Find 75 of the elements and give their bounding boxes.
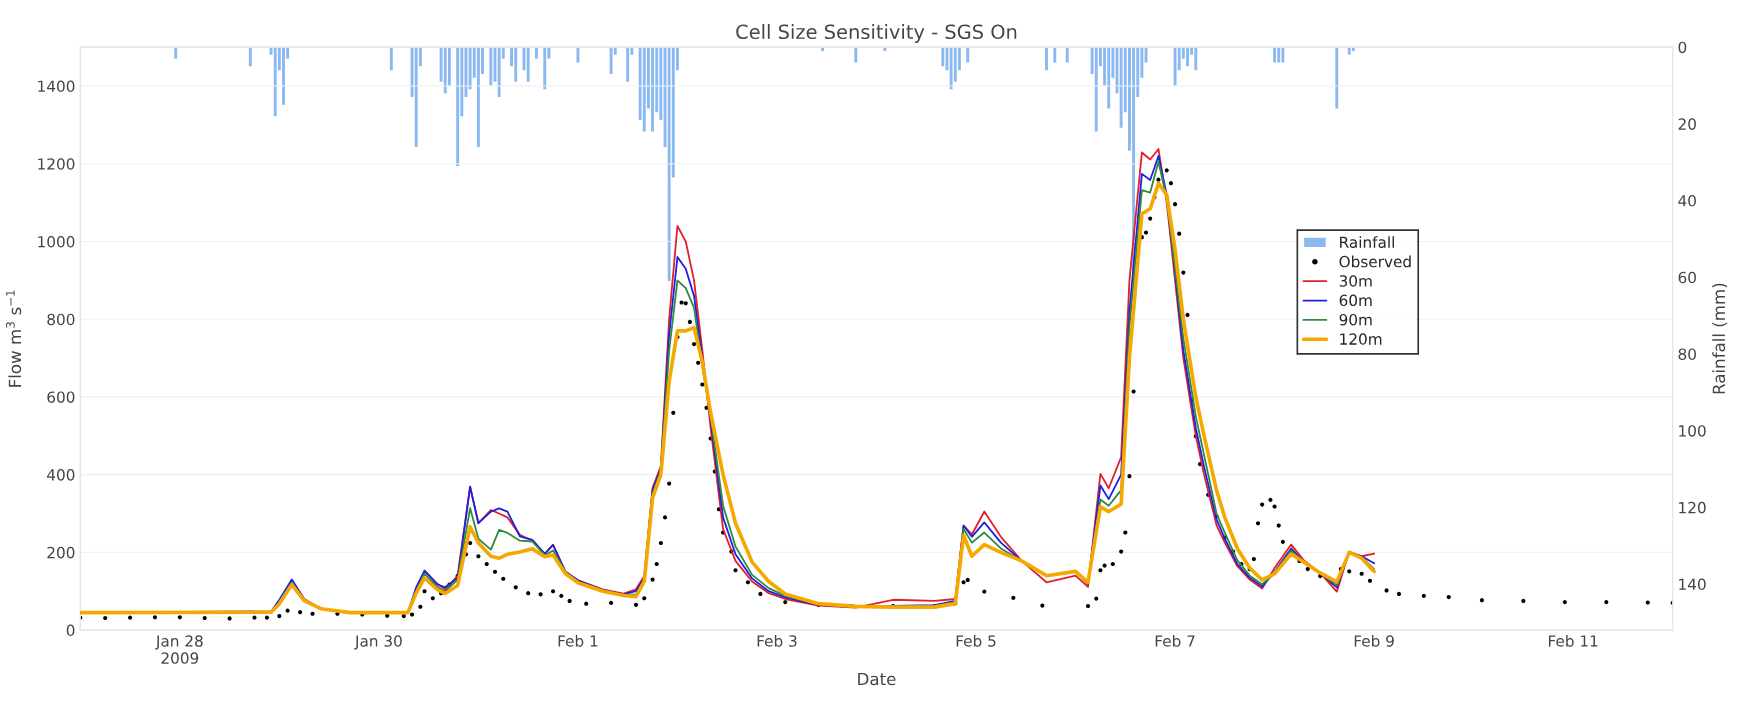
bar [1045, 47, 1048, 71]
bar [576, 47, 580, 63]
bar [1277, 47, 1281, 63]
bar [667, 47, 671, 282]
y-tick-label: 1400 [38, 80, 75, 93]
bar [1053, 47, 1057, 63]
bar [414, 47, 418, 147]
bar [468, 47, 472, 90]
y-tick-label: 400 [47, 469, 75, 481]
bar [966, 47, 970, 63]
x-tick-label: Jan 28 2009 [155, 635, 203, 664]
bar [642, 47, 646, 132]
bar [854, 47, 858, 63]
x-tick-label: Feb 3 [757, 634, 797, 647]
y2-tick-label: 100 [1679, 425, 1706, 437]
bar [1273, 47, 1277, 63]
y-axis-title: Flow m$^{3}$ s$^{−1}$ [5, 290, 22, 387]
bar [1347, 47, 1351, 55]
y-tick-label: 800 [47, 313, 75, 326]
legend-label: 90m [1339, 313, 1372, 326]
bar [651, 47, 655, 132]
bar [543, 47, 547, 90]
y-tick-label: 200 [47, 546, 75, 559]
bar [941, 47, 945, 67]
bar [1194, 47, 1198, 71]
bar [609, 47, 613, 75]
bar [456, 47, 460, 167]
bar [1335, 47, 1339, 109]
chart-title: Cell Size Sensitivity - SGS On [736, 24, 1017, 43]
bar [1065, 47, 1069, 63]
x-tick-label: Feb 9 [1354, 634, 1394, 647]
y2-axis-title: Rainfall (mm) [1712, 283, 1728, 394]
legend-label: Rainfall [1340, 236, 1394, 248]
y-tick-label: 1200 [38, 158, 75, 170]
bar [248, 47, 252, 67]
bar [1186, 47, 1189, 67]
y2-tick-label: 120 [1679, 501, 1706, 514]
legend-label: 60m [1339, 294, 1372, 307]
y2-tick-label: 140 [1679, 578, 1706, 591]
bar [1107, 47, 1111, 109]
bar [1119, 47, 1123, 128]
x-axis-title: Date [858, 672, 896, 686]
legend-label: Observed [1339, 255, 1411, 268]
bar [1281, 47, 1285, 63]
y2-tick-label: 0 [1678, 41, 1687, 54]
x-tick-label: Jan 30 [354, 635, 402, 650]
x-tick-label: Feb 7 [1155, 634, 1195, 647]
bar [949, 47, 953, 90]
bar [1094, 47, 1098, 132]
y2-tick-label: 20 [1678, 118, 1696, 130]
x-tick-label: Feb 5 [956, 634, 996, 647]
bar [389, 47, 393, 71]
bar [526, 47, 530, 82]
y2-tick-label: 40 [1678, 195, 1696, 207]
bar [626, 47, 630, 82]
y-tick-label: 1000 [38, 235, 75, 248]
y-tick-label: 600 [47, 391, 75, 403]
bar [476, 47, 480, 147]
bar [489, 47, 493, 86]
bar [1173, 47, 1177, 86]
bar [497, 47, 501, 98]
y2-tick-label: 60 [1678, 271, 1696, 284]
bar [443, 47, 447, 94]
y-tick-label: 0 [66, 624, 75, 637]
bar [174, 47, 178, 59]
legend-label: 30m [1339, 275, 1372, 287]
bar [273, 47, 277, 117]
x-tick-label: Feb 11 [1548, 634, 1598, 647]
bar [514, 47, 518, 82]
bar [659, 47, 663, 121]
x-tick-label: Feb 1 [558, 634, 598, 647]
y2-tick-label: 80 [1678, 348, 1696, 360]
legend-label: 120m [1340, 333, 1382, 345]
bar [535, 47, 538, 59]
bar [282, 47, 285, 105]
